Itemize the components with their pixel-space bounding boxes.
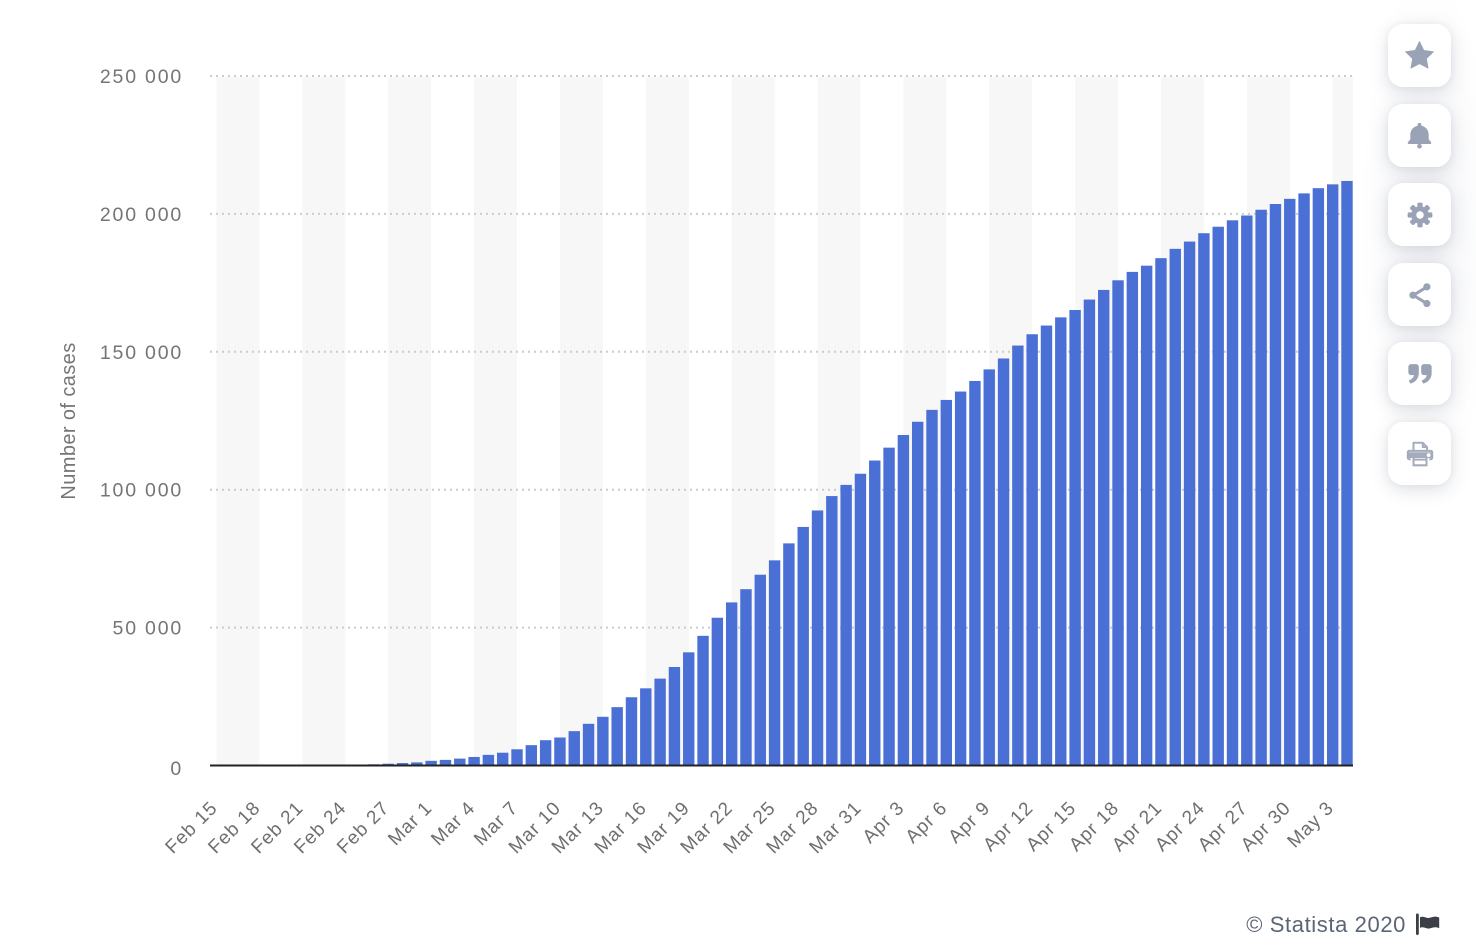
svg-text:150 000: 150 000 bbox=[100, 342, 183, 364]
svg-text:0: 0 bbox=[170, 758, 183, 780]
svg-text:May 3: May 3 bbox=[1284, 798, 1339, 853]
svg-text:Apr 3: Apr 3 bbox=[859, 798, 909, 848]
svg-text:Mar 1: Mar 1 bbox=[384, 798, 436, 850]
svg-text:200 000: 200 000 bbox=[100, 204, 183, 226]
svg-text:250 000: 250 000 bbox=[100, 66, 183, 88]
svg-text:Apr 6: Apr 6 bbox=[902, 798, 952, 848]
svg-text:50 000: 50 000 bbox=[113, 618, 183, 640]
svg-text:100 000: 100 000 bbox=[100, 480, 183, 502]
svg-text:Mar 4: Mar 4 bbox=[427, 798, 479, 850]
svg-text:© Statista 2020: © Statista 2020 bbox=[1246, 912, 1406, 937]
svg-text:Number of cases: Number of cases bbox=[58, 342, 80, 499]
